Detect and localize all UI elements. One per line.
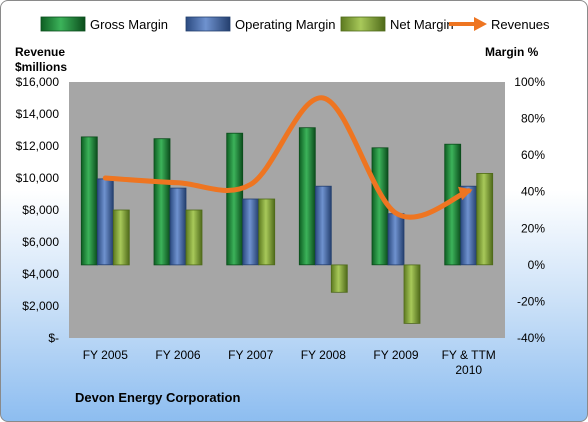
bar-net-margin-fy-2008 xyxy=(330,264,348,293)
right-tick-label: 60% xyxy=(521,148,545,162)
legend-label-revenues: Revenues xyxy=(491,17,550,32)
bar-net-margin-fy-2007 xyxy=(258,198,276,266)
bar-operating-margin-fy-2005 xyxy=(96,178,114,266)
left-tick-label: $10,000 xyxy=(16,171,60,185)
bar-operating-margin-fy-2007 xyxy=(242,198,260,266)
bar-gross-margin-fy-2007 xyxy=(226,132,244,266)
left-axis-title-line-2: $millions xyxy=(15,60,67,74)
bar-operating-margin-fy-2008 xyxy=(314,185,332,266)
category-label: FY 2006 xyxy=(155,348,200,362)
revenue-line-arrowhead xyxy=(458,186,473,201)
category-label: FY & TTM xyxy=(442,348,496,362)
right-tick-label: 0% xyxy=(528,258,546,272)
legend-label-operating-margin: Operating Margin xyxy=(235,17,335,32)
right-axis-ticks: -40% -20% 0% 20% 40% 60% 80% 100% xyxy=(514,75,545,345)
left-tick-label: $- xyxy=(48,331,59,345)
left-tick-label: $6,000 xyxy=(22,235,59,249)
bars xyxy=(80,127,494,324)
bar-gross-margin-fy-2008 xyxy=(298,127,316,266)
left-axis-title-line-1: Revenue xyxy=(15,45,65,59)
bar-net-margin-fy-2009 xyxy=(403,264,421,324)
category-label: FY 2008 xyxy=(301,348,346,362)
bar-net-margin-fy-2006 xyxy=(185,209,203,266)
bar-operating-margin-fy-2006 xyxy=(169,187,187,266)
category-label: FY 2009 xyxy=(373,348,418,362)
bar-net-margin-fy-ttm-2010 xyxy=(476,172,494,266)
category-labels: FY 2005 FY 2006 FY 2007 FY 2008 FY 2009 FY & … xyxy=(83,348,496,377)
bar-gross-margin-fy-2006 xyxy=(153,138,171,266)
left-tick-label: $14,000 xyxy=(16,107,60,121)
left-tick-label: $8,000 xyxy=(22,203,59,217)
revenue-line xyxy=(102,95,472,220)
company-name: Devon Energy Corporation xyxy=(75,390,240,405)
bar-operating-margin-fy-2009 xyxy=(387,213,405,266)
legend-swatch-net-margin xyxy=(340,16,386,32)
category-label: 2010 xyxy=(455,363,482,377)
left-tick-label: $2,000 xyxy=(22,299,59,313)
legend-label-net-margin: Net Margin xyxy=(390,17,454,32)
left-axis-ticks: $- $2,000 $4,000 $6,000 $8,000 $10,000 $12,000… xyxy=(16,75,60,345)
bar-gross-margin-fy-2005 xyxy=(80,136,98,266)
legend: Gross Margin Operating Margin Net Margin… xyxy=(40,16,550,32)
legend-swatch-operating-margin xyxy=(185,16,231,32)
legend-label-gross-margin: Gross Margin xyxy=(90,17,168,32)
right-axis-title: Margin % xyxy=(485,45,539,59)
right-tick-label: 100% xyxy=(514,75,545,89)
category-label: FY 2007 xyxy=(228,348,273,362)
right-tick-label: -40% xyxy=(517,331,545,345)
left-tick-label: $4,000 xyxy=(22,267,59,281)
right-tick-label: 80% xyxy=(521,112,545,126)
legend-swatch-gross-margin xyxy=(40,16,86,32)
right-tick-label: -20% xyxy=(517,294,545,308)
category-label: FY 2005 xyxy=(83,348,128,362)
legend-arrow-revenues xyxy=(474,17,487,31)
bar-net-margin-fy-2005 xyxy=(112,209,130,266)
revenue-line-group xyxy=(102,95,473,220)
left-tick-label: $16,000 xyxy=(16,75,60,89)
right-tick-label: 40% xyxy=(521,185,545,199)
right-tick-label: 20% xyxy=(521,221,545,235)
left-tick-label: $12,000 xyxy=(16,139,60,153)
